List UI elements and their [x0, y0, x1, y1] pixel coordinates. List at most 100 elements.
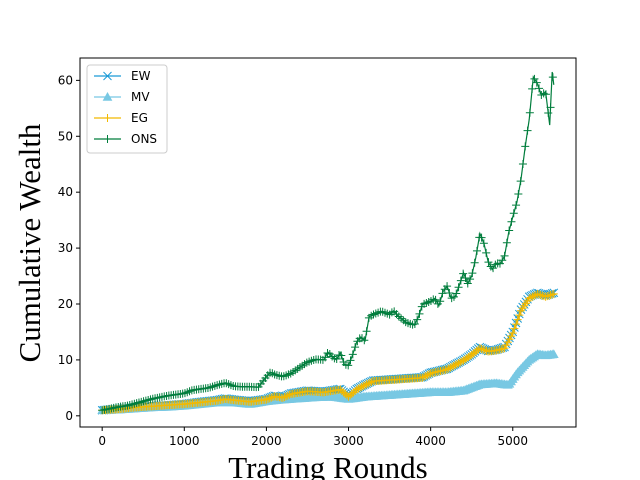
y-tick-label: 50	[58, 129, 73, 143]
series-ons-line	[102, 71, 555, 411]
series-eg-point	[352, 385, 361, 394]
series-eg-point	[446, 363, 455, 372]
series-ons-point	[532, 78, 541, 87]
y-axis-title: Cumulative Wealth	[12, 123, 47, 362]
series-eg-point	[513, 315, 522, 324]
series-ons-point	[210, 381, 219, 390]
series-ons-point	[525, 108, 534, 117]
series-ons-point	[337, 351, 346, 360]
x-tick-label: 1000	[169, 434, 200, 448]
series-eg-point	[444, 364, 453, 373]
series-ons-point	[454, 283, 463, 292]
legend-item-mv: MV	[94, 90, 150, 104]
legend-box	[86, 64, 168, 154]
series-ons-point	[535, 84, 544, 93]
series-eg-point	[546, 291, 555, 300]
series-eg	[98, 289, 558, 415]
series-eg-point	[264, 394, 273, 403]
series-ons-point	[468, 269, 477, 278]
series-ons-point	[477, 233, 486, 242]
series-ons-point	[512, 201, 521, 210]
series-eg-point	[544, 291, 553, 300]
series-ons-point	[362, 327, 371, 336]
x-tick-label: 2000	[251, 434, 282, 448]
legend-label: EG	[131, 111, 148, 125]
series-ons-point	[374, 308, 383, 317]
series-ons-point	[484, 258, 493, 267]
series-ons-point	[436, 297, 445, 306]
series-ons-point	[369, 310, 378, 319]
legend-marker	[103, 114, 112, 122]
plot-frame	[79, 57, 577, 428]
series-eg-point	[282, 392, 291, 401]
legend-marker	[103, 135, 112, 143]
series-eg-point	[283, 391, 292, 400]
series-ons-point	[452, 289, 461, 298]
series-ons-point	[523, 126, 532, 135]
series-ons-point	[528, 84, 537, 93]
series-ons-point	[378, 307, 387, 316]
series-eg-point	[457, 357, 466, 366]
series-ons-point	[500, 251, 509, 260]
series-eg-point	[278, 393, 287, 402]
legend-marker	[103, 71, 112, 81]
series-ons-point	[498, 256, 507, 265]
series-eg-point	[533, 289, 542, 298]
series-eg-point	[365, 378, 374, 387]
series-ons	[98, 71, 557, 415]
series-eg-point	[508, 329, 517, 338]
series-ons-point	[371, 309, 380, 318]
series-ons-point	[486, 262, 495, 271]
series-layer	[97, 71, 559, 415]
series-ons-point	[505, 226, 514, 235]
series-ons-point	[422, 298, 431, 307]
series-eg-point	[535, 290, 544, 299]
series-eg-point	[528, 292, 537, 301]
series-ons-point	[279, 372, 288, 381]
legend-label: MV	[131, 90, 150, 104]
series-ons-point	[275, 371, 284, 380]
series-eg-point	[425, 370, 434, 379]
series-ons-point	[217, 379, 226, 388]
series-eg-point	[420, 372, 429, 381]
series-ons-point	[495, 259, 504, 268]
series-eg-point	[525, 294, 534, 303]
series-ons-point	[415, 309, 424, 318]
series-eg-point	[285, 390, 294, 399]
series-ons-point	[518, 160, 527, 169]
legend-item-ons: ONS	[94, 132, 157, 146]
series-eg-point	[367, 377, 376, 386]
series-ons-point	[514, 189, 523, 198]
series-eg-point	[280, 393, 289, 402]
series-eg-point	[536, 291, 545, 300]
series-ons-point	[185, 387, 194, 396]
series-eg-point	[479, 345, 488, 354]
series-ons-point	[272, 371, 281, 380]
series-ons-point	[215, 380, 224, 389]
series-eg-point	[541, 292, 550, 301]
series-ons-point	[383, 309, 392, 318]
series-eg-point	[356, 383, 365, 392]
series-eg-point	[265, 394, 274, 403]
series-eg-point	[267, 393, 276, 402]
series-ons-point	[203, 383, 212, 392]
series-ons-point	[346, 356, 355, 365]
y-tick-label: 10	[58, 353, 73, 367]
legend-label: ONS	[131, 132, 157, 146]
y-tick-label: 0	[65, 409, 73, 423]
series-ons-point	[183, 388, 192, 397]
series-ons-point	[213, 381, 222, 390]
series-ons-point	[459, 269, 468, 278]
y-tick-label: 60	[58, 73, 73, 87]
series-eg-point	[526, 293, 535, 302]
series-ons-point	[268, 369, 277, 378]
series-ons-point	[410, 319, 419, 328]
series-ons-point	[321, 353, 330, 362]
series-ons-point	[348, 350, 357, 359]
series-ons-point	[541, 90, 550, 99]
series-eg-point	[515, 311, 524, 320]
series-ons-point	[270, 370, 279, 379]
series-ons-point	[491, 260, 500, 269]
series-eg-point	[549, 289, 558, 298]
series-ons-point	[344, 361, 353, 370]
